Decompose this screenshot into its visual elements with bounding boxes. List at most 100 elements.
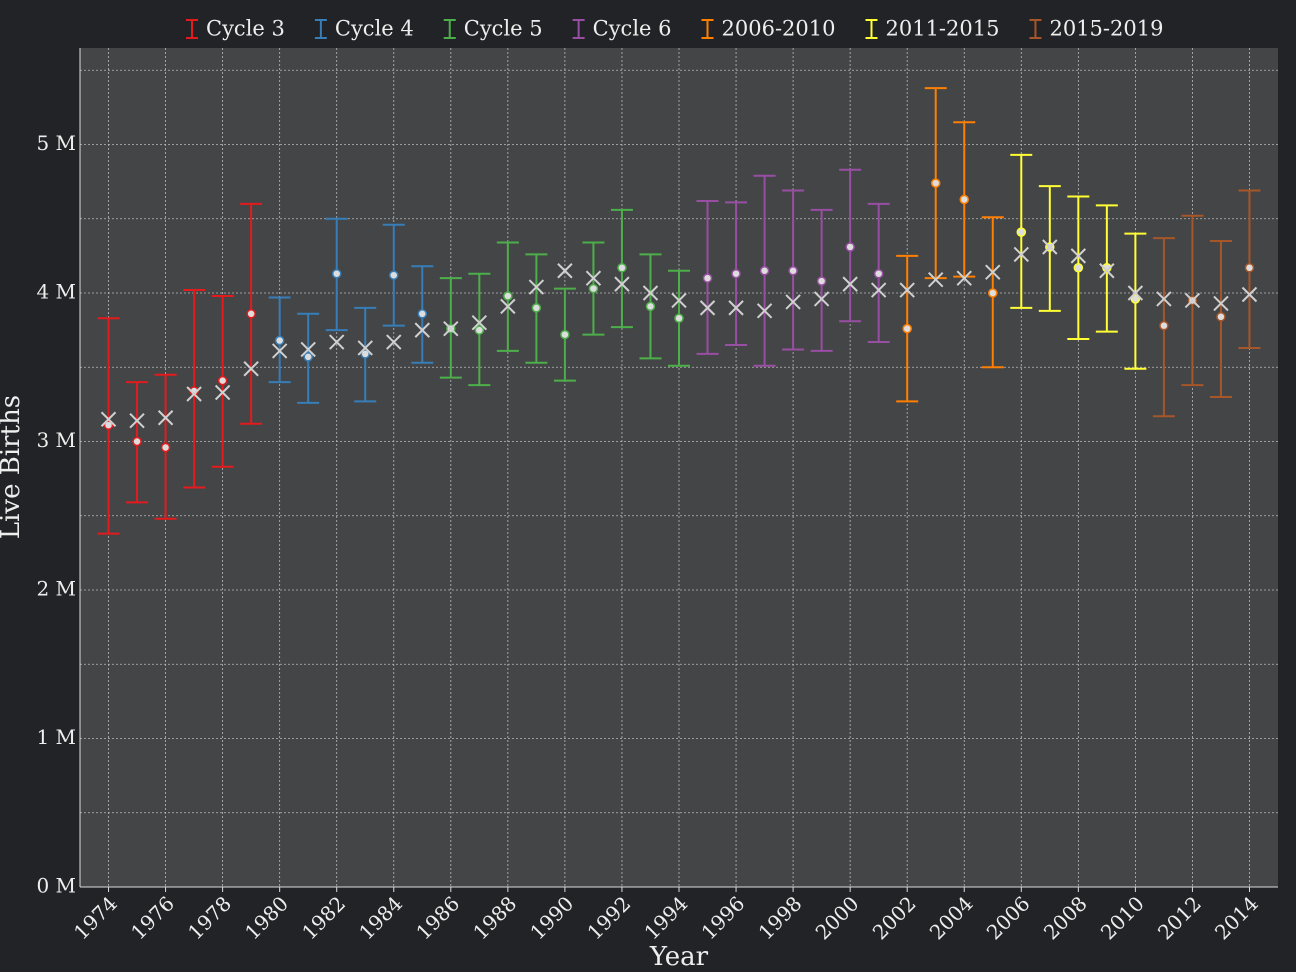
estimate-point [788, 265, 798, 276]
legend-label: 2015-2019 [1049, 17, 1163, 41]
actual-marker [1156, 291, 1172, 307]
estimate-point [873, 268, 884, 279]
actual-marker [386, 334, 402, 350]
estimate-point [1073, 263, 1084, 273]
legend-label: Cycle 3 [206, 17, 285, 41]
x-tick-label: 2008 [1039, 891, 1092, 944]
plot-area [80, 48, 1278, 887]
actual-marker [699, 300, 716, 316]
x-tick-label: 1974 [69, 891, 122, 944]
y-tick-label: 3 M [36, 428, 76, 452]
estimate-point [389, 270, 399, 280]
estimate-point [1130, 294, 1141, 304]
x-tick-label: 1980 [240, 891, 293, 944]
actual-marker [585, 270, 602, 286]
actual-marker [157, 410, 174, 426]
actual-marker [129, 413, 145, 429]
x-tick-label: 1992 [582, 891, 635, 944]
actual-marker [100, 411, 117, 427]
actual-marker [214, 384, 231, 401]
actual-marker [842, 276, 858, 292]
estimate-point [360, 349, 370, 359]
y-tick-label: 5 M [36, 131, 76, 155]
actual-marker [728, 300, 744, 316]
y-tick-label: 4 M [36, 280, 76, 304]
x-tick-label: 2004 [925, 891, 978, 944]
estimate-point [845, 242, 855, 252]
x-tick-label: 1998 [754, 891, 807, 944]
estimate-point [303, 352, 313, 362]
y-tick-label: 2 M [36, 577, 76, 601]
legend-label: Cycle 4 [335, 17, 414, 41]
estimate-point [902, 323, 912, 334]
x-tick-label: 1988 [468, 891, 521, 944]
actual-marker [1042, 239, 1058, 255]
x-tick-label: 1986 [411, 891, 464, 944]
actual-marker [443, 320, 459, 337]
x-tick-label: 2014 [1210, 891, 1263, 944]
x-tick-label: 2010 [1096, 891, 1149, 944]
estimate-point [160, 442, 171, 453]
legend-label: 2011-2015 [885, 17, 999, 41]
estimate-point [702, 273, 713, 283]
actual-marker [870, 282, 887, 298]
x-tick-label: 2012 [1153, 891, 1206, 944]
estimate-point [217, 375, 228, 386]
estimate-point [246, 309, 256, 319]
actual-marker [1241, 286, 1258, 303]
y-tick-label: 0 M [36, 874, 76, 898]
actual-marker [471, 315, 488, 331]
x-tick-label: 1976 [126, 891, 179, 944]
estimate-point [560, 329, 570, 340]
actual-marker [1013, 246, 1029, 263]
x-tick-label: 2000 [811, 891, 864, 944]
estimate-point [1216, 312, 1226, 322]
estimate-point [103, 420, 114, 430]
actual-marker [928, 271, 944, 288]
actual-marker [271, 343, 288, 359]
estimate-point [731, 268, 741, 279]
legend-label: 2006-2010 [722, 17, 836, 41]
actual-marker [414, 322, 430, 338]
estimate-point [674, 313, 684, 324]
estimate-point [816, 276, 827, 286]
estimate-point [474, 325, 485, 335]
x-tick-label: 1978 [183, 891, 236, 944]
x-axis-label: Year [649, 942, 709, 972]
estimate-point [417, 309, 428, 319]
estimate-point [959, 194, 969, 205]
actual-marker [956, 270, 972, 286]
actual-marker [357, 340, 373, 356]
estimate-point [645, 301, 656, 312]
actual-marker [186, 386, 202, 402]
estimate-point [274, 335, 285, 346]
estimate-point [617, 263, 627, 273]
estimate-point [1244, 263, 1255, 273]
x-tick-label: 1984 [354, 891, 407, 944]
x-tick-label: 2006 [982, 891, 1035, 944]
x-tick-label: 2002 [868, 891, 921, 944]
estimate-point [503, 291, 513, 301]
actual-marker [899, 282, 915, 298]
actual-marker [785, 294, 801, 310]
x-tick-label: 1994 [639, 891, 692, 944]
legend-label: Cycle 6 [593, 17, 672, 41]
actual-marker [329, 334, 345, 350]
actual-marker [1213, 295, 1229, 312]
actual-marker [642, 285, 659, 301]
estimate-point [930, 178, 941, 188]
actual-marker [1127, 285, 1144, 301]
y-tick-label: 1 M [36, 725, 76, 749]
estimate-point [1159, 320, 1169, 331]
actual-marker [813, 291, 830, 307]
actual-marker [1070, 248, 1087, 264]
actual-marker [557, 263, 573, 279]
legend-label: Cycle 5 [464, 17, 543, 41]
actual-marker [300, 341, 316, 358]
x-tick-label: 1982 [297, 891, 350, 944]
actual-marker [243, 361, 259, 377]
estimate-point [759, 265, 770, 276]
y-axis-label: Live Births [0, 395, 26, 539]
x-tick-label: 1990 [525, 891, 578, 944]
estimate-point [988, 288, 998, 298]
